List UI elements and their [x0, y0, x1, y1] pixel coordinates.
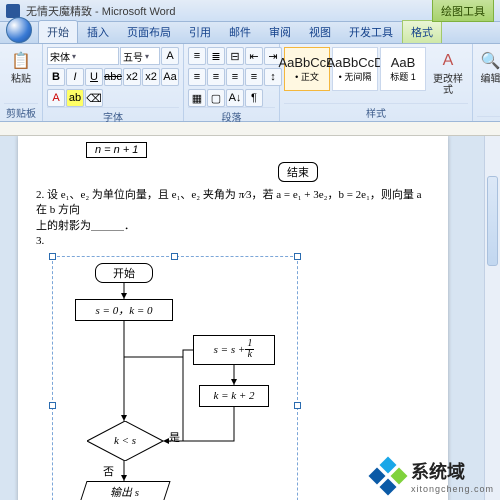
flow-inc[interactable]: k = k + 2: [199, 385, 269, 407]
align-center-button[interactable]: ≡: [207, 68, 225, 86]
eq-box-top: n = n + 1: [86, 142, 147, 158]
font-btn-4[interactable]: x2: [123, 68, 141, 86]
ribbon: 📋 粘贴 剪贴板 宋体▾ 五号▾ A BIUabcx2x2Aa A ab ⌫ 字…: [0, 44, 500, 122]
grow-font-button[interactable]: A: [161, 47, 179, 65]
sort-button[interactable]: A↓: [226, 89, 244, 107]
tab-页面布局[interactable]: 页面布局: [118, 20, 180, 43]
bullets-button[interactable]: ≡: [188, 47, 206, 65]
edge-label-no: 否: [103, 463, 114, 479]
problem-text-1: 2. 设 e₁、e₂ 为单位向量，且 e₁、e₂ 夹角为 π⁄3，若 a = e…: [36, 188, 430, 219]
window-title: 无情天魔精致 - Microsoft Word: [26, 3, 176, 19]
page[interactable]: n = n + 1 结束 2. 设 e₁、e₂ 为单位向量，且 e₁、e₂ 夹角…: [18, 136, 448, 500]
flow-cond[interactable]: k < s: [87, 421, 163, 461]
multilevel-button[interactable]: ⊟: [226, 47, 244, 65]
tab-开始[interactable]: 开始: [38, 20, 78, 43]
edge-label-yes: 是: [169, 429, 180, 445]
group-clipboard: 📋 粘贴 剪贴板: [0, 44, 43, 121]
paste-button[interactable]: 📋 粘贴: [4, 47, 38, 103]
font-btn-1[interactable]: I: [66, 68, 84, 86]
flow-update[interactable]: s = s + 1k: [193, 335, 275, 365]
font-btn-6[interactable]: Aa: [161, 68, 179, 86]
group-label-styles: 样式: [284, 103, 468, 121]
watermark-sub: xitongcheng.com: [411, 484, 494, 494]
group-paragraph: ≡ ≣ ⊟ ⇤ ⇥ ≡ ≡ ≡ ≡ ↕ ▦ ▢ A↓ ¶ 段落: [184, 44, 280, 121]
flow-edges: [53, 257, 299, 500]
style-标题 1[interactable]: AaB标题 1: [380, 47, 426, 91]
word-icon: [6, 4, 20, 18]
font-size-combo[interactable]: 五号▾: [120, 47, 160, 65]
align-left-button[interactable]: ≡: [188, 68, 206, 86]
showmarks-button[interactable]: ¶: [245, 89, 263, 107]
tab-邮件[interactable]: 邮件: [220, 20, 260, 43]
find-button[interactable]: 🔍 编辑: [477, 47, 500, 103]
group-label-editing: [477, 116, 500, 119]
watermark-logo-icon: [371, 459, 405, 493]
item-3: 3.: [36, 234, 430, 249]
watermark-brand: 系统域: [411, 462, 465, 482]
clear-format-button[interactable]: ⌫: [85, 89, 103, 107]
group-label-clipboard: 剪贴板: [4, 103, 38, 121]
paste-label: 粘贴: [11, 74, 31, 85]
font-family-combo[interactable]: 宋体▾: [47, 47, 119, 65]
end-box-small: 结束: [278, 162, 318, 182]
style-• 正文[interactable]: AaBbCcD• 正文: [284, 47, 330, 91]
flow-start[interactable]: 开始: [95, 263, 153, 283]
find-icon: 🔍: [480, 50, 500, 72]
contextual-tab-label: 绘图工具: [432, 0, 494, 22]
justify-button[interactable]: ≡: [245, 68, 263, 86]
highlight-button[interactable]: ab: [66, 89, 84, 107]
change-styles-button[interactable]: A更改样式: [428, 47, 468, 103]
office-orb[interactable]: [6, 17, 32, 43]
problem-text-2: 上的射影为＿＿＿．: [36, 219, 430, 234]
group-font: 宋体▾ 五号▾ A BIUabcx2x2Aa A ab ⌫ 字体: [43, 44, 184, 121]
document-area: n = n + 1 结束 2. 设 e₁、e₂ 为单位向量，且 e₁、e₂ 夹角…: [0, 136, 500, 500]
font-btn-0[interactable]: B: [47, 68, 65, 86]
watermark: 系统域 xitongcheng.com: [371, 458, 494, 494]
borders-button[interactable]: ▢: [207, 89, 225, 107]
flow-out[interactable]: 输出 s: [79, 481, 170, 500]
group-editing: 🔍 编辑: [473, 44, 500, 121]
font-btn-5[interactable]: x2: [142, 68, 160, 86]
tab-引用[interactable]: 引用: [180, 20, 220, 43]
flow-init[interactable]: s = 0，k = 0: [75, 299, 173, 321]
group-label-paragraph: 段落: [188, 107, 275, 125]
align-right-button[interactable]: ≡: [226, 68, 244, 86]
group-label-font: 字体: [47, 107, 179, 125]
tab-插入[interactable]: 插入: [78, 20, 118, 43]
title-bar: 无情天魔精致 - Microsoft Word: [0, 0, 500, 22]
vertical-scrollbar[interactable]: [484, 136, 500, 500]
numbering-button[interactable]: ≣: [207, 47, 225, 65]
tab-视图[interactable]: 视图: [300, 20, 340, 43]
shading-button[interactable]: ▦: [188, 89, 206, 107]
paste-icon: 📋: [10, 50, 32, 72]
style-• 无间隔[interactable]: AaBbCcD• 无间隔: [332, 47, 378, 91]
font-color-button[interactable]: A: [47, 89, 65, 107]
group-styles: AaBbCcD• 正文AaBbCcD• 无间隔AaB标题 1A更改样式 样式: [280, 44, 473, 121]
drawing-canvas[interactable]: 开始 s = 0，k = 0 s = s + 1k k = k + 2 k < s 输出 …: [52, 256, 298, 500]
font-btn-3[interactable]: abc: [104, 68, 122, 86]
tab-开发工具[interactable]: 开发工具: [340, 20, 402, 43]
font-btn-2[interactable]: U: [85, 68, 103, 86]
ribbon-tabstrip: 开始插入页面布局引用邮件审阅视图开发工具格式: [0, 22, 500, 44]
tab-审阅[interactable]: 审阅: [260, 20, 300, 43]
indent-dec-button[interactable]: ⇤: [245, 47, 263, 65]
scroll-thumb[interactable]: [487, 176, 498, 266]
editing-label: 编辑: [481, 74, 500, 85]
tab-格式[interactable]: 格式: [402, 20, 442, 43]
